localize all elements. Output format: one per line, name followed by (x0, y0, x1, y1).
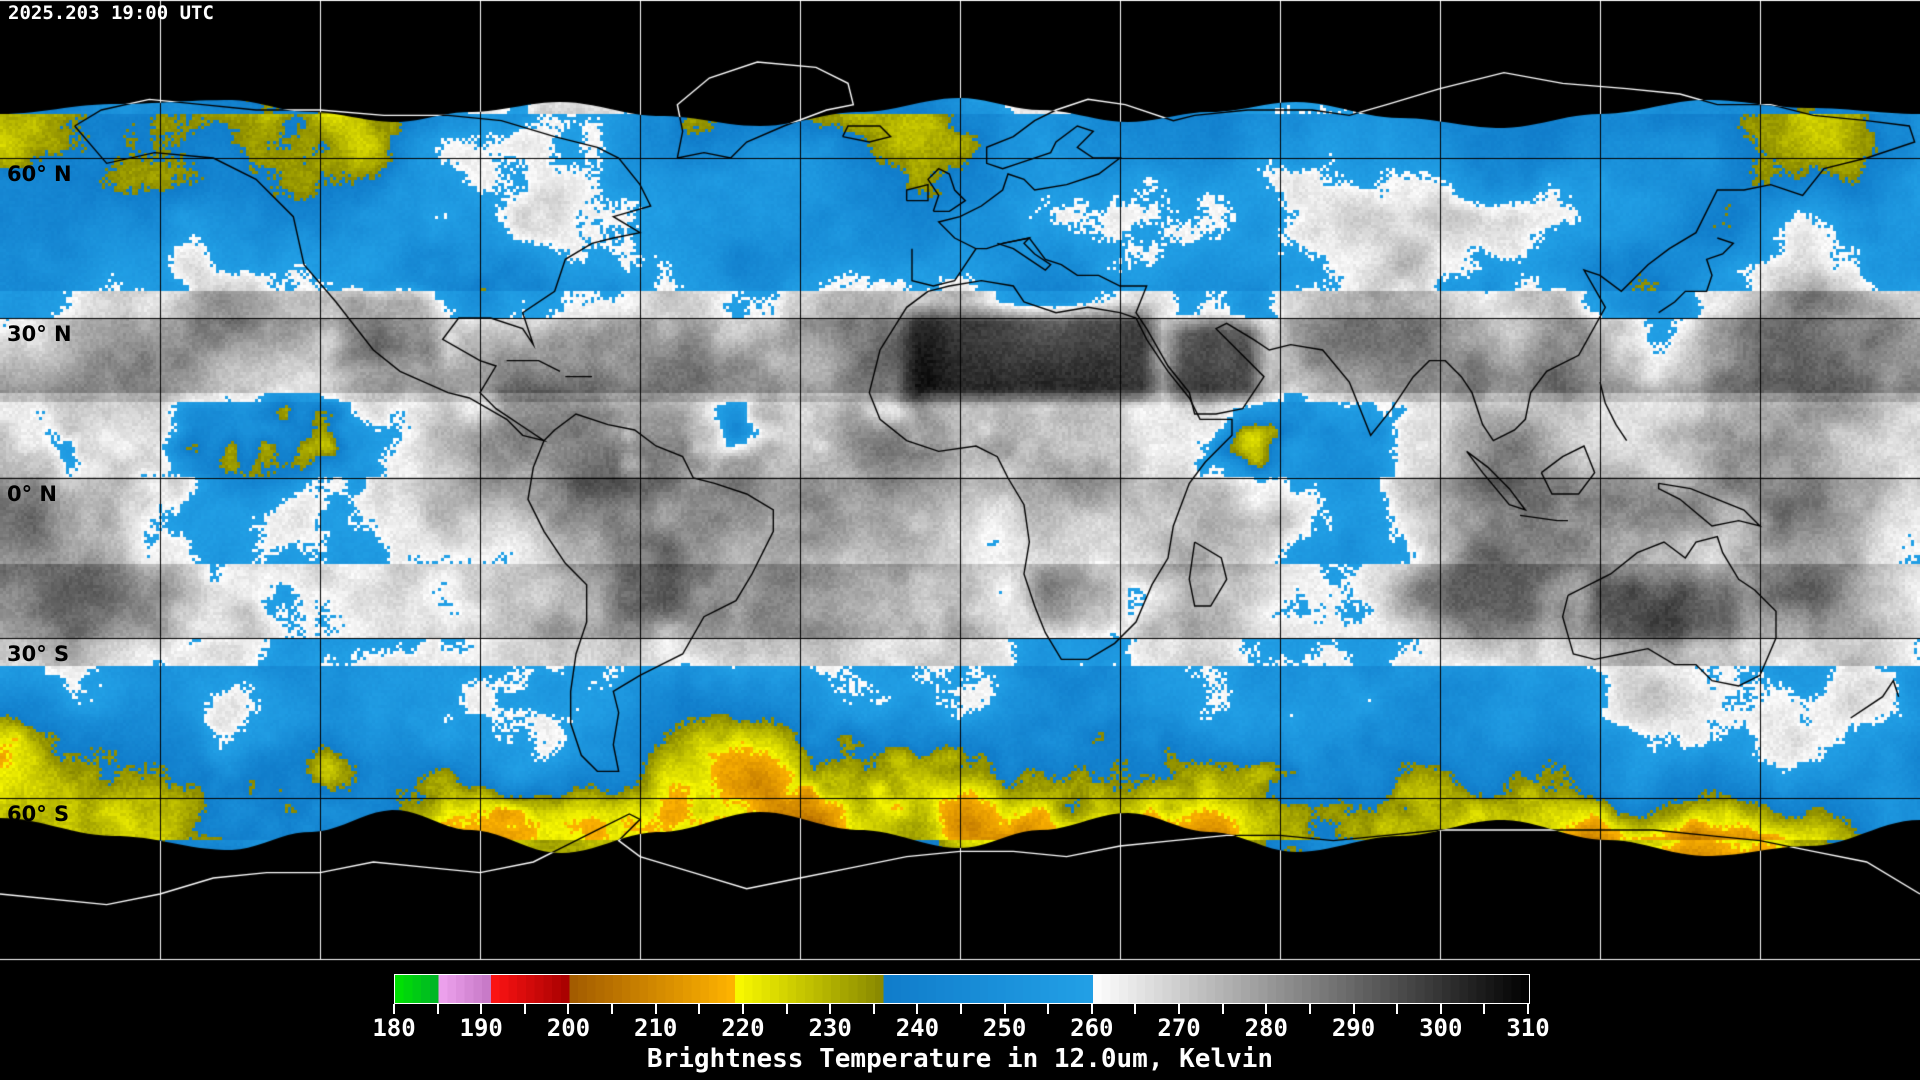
colorbar-tick (1003, 1004, 1006, 1014)
colorbar-tick-label: 210 (634, 1014, 678, 1042)
colorbar-tick (1439, 1004, 1442, 1014)
colorbar-tick (436, 1004, 439, 1014)
colorbar-tick-label: 250 (982, 1014, 1027, 1042)
colorbar-tick (916, 1004, 919, 1014)
colorbar-tick-label: 270 (1157, 1014, 1201, 1042)
colorbar-tick (523, 1004, 526, 1014)
colorbar-tick-label: 300 (1419, 1014, 1463, 1042)
colorbar-tick (785, 1004, 788, 1014)
colorbar-tick (1308, 1004, 1311, 1014)
colorbar-tick-label: 280 (1244, 1014, 1288, 1042)
latitude-label: 30° S (7, 641, 70, 666)
colorbar-tick (1090, 1004, 1093, 1014)
colorbar-tick (829, 1004, 832, 1014)
colorbar-title: Brightness Temperature in 12.0um, Kelvin (646, 1044, 1274, 1074)
colorbar-tick (1265, 1004, 1268, 1014)
colorbar-tick-label: 240 (895, 1014, 940, 1042)
colorbar-tick (1352, 1004, 1355, 1014)
colorbar-tick (1396, 1004, 1399, 1014)
latitude-label: 60° N (7, 162, 72, 186)
colorbar-tick (480, 1004, 483, 1014)
colorbar-tick (872, 1004, 875, 1014)
colorbar-tick (741, 1004, 744, 1014)
timestamp-label: 2025.203 19:00 UTC (8, 2, 214, 24)
colorbar-tick (1178, 1004, 1181, 1014)
colorbar-tick (1483, 1004, 1486, 1014)
colorbar-tick-label: 230 (808, 1014, 852, 1042)
colorbar (394, 974, 1530, 1004)
colorbar-tick-label: 310 (1506, 1014, 1550, 1042)
colorbar-tick-label: 260 (1070, 1014, 1114, 1042)
colorbar-tick (960, 1004, 962, 1014)
colorbar-tick (654, 1004, 657, 1014)
colorbar-tick (611, 1004, 614, 1014)
colorbar-tick-label: 290 (1331, 1014, 1376, 1042)
colorbar-tick-label: 200 (546, 1014, 591, 1042)
colorbar-tick-label: 220 (721, 1014, 765, 1042)
colorbar-tick (393, 1004, 395, 1014)
colorbar-tick-label: 180 (372, 1014, 416, 1042)
colorbar-tick (1047, 1004, 1050, 1014)
colorbar-tick (1527, 1004, 1529, 1014)
latitude-label: 0° N (7, 482, 57, 506)
latitude-label: 30° N (7, 322, 72, 346)
latitude-label: 60° S (7, 801, 70, 826)
colorbar-tick (698, 1004, 701, 1014)
colorbar-tick (1221, 1004, 1224, 1014)
colorbar-tick (1134, 1004, 1137, 1014)
colorbar-tick (567, 1004, 570, 1014)
colorbar-tick-label: 190 (459, 1014, 503, 1042)
